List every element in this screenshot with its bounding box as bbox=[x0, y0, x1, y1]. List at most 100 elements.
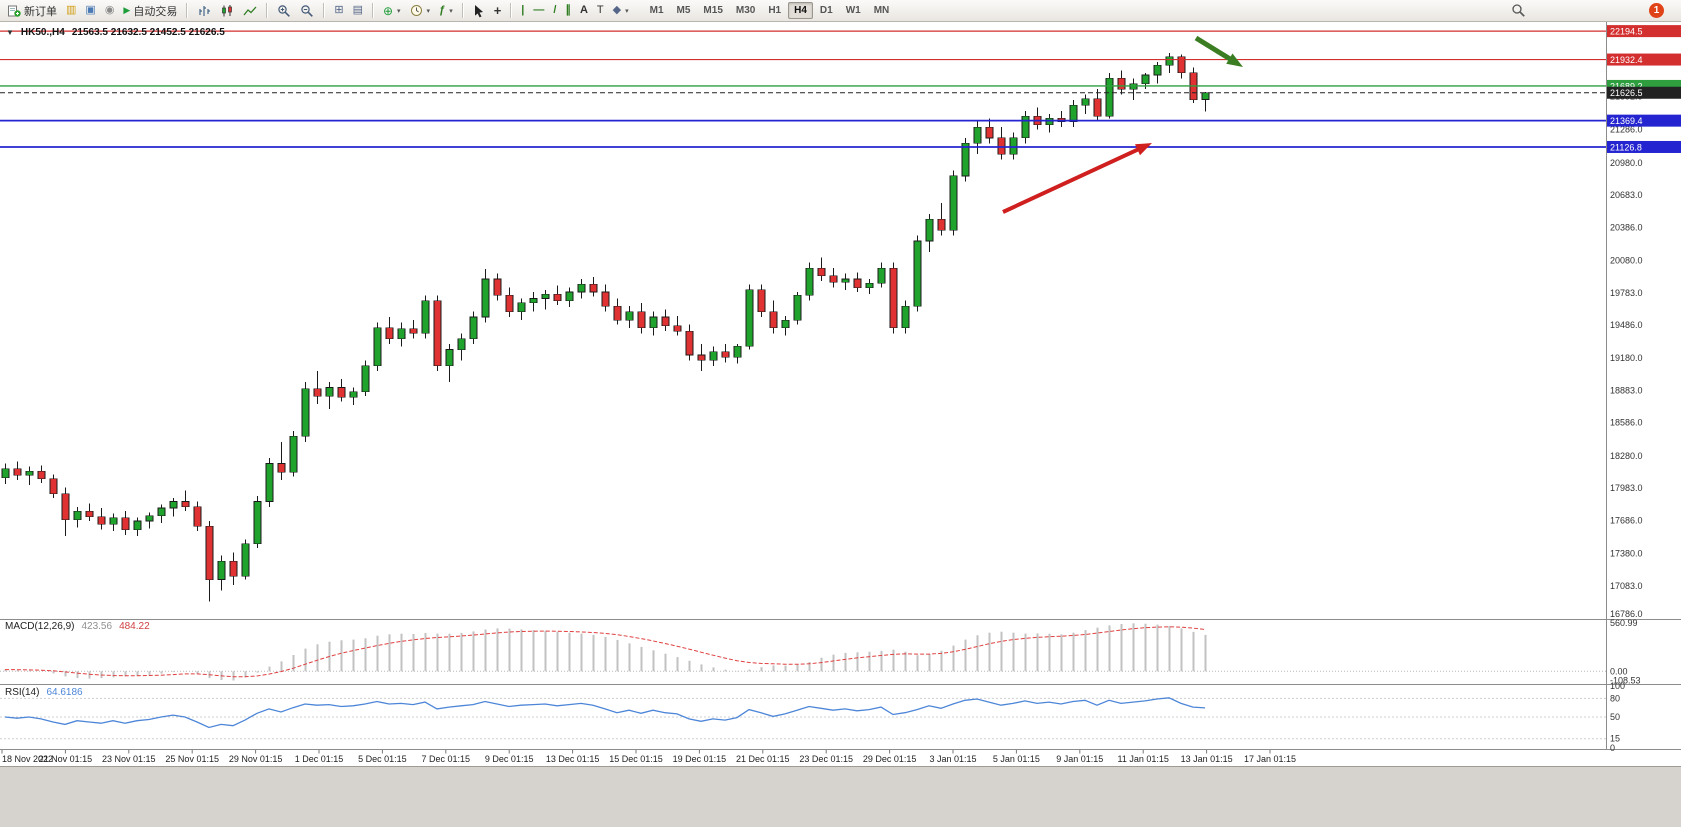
clock-icon bbox=[410, 4, 423, 17]
candlestick-chart-button[interactable] bbox=[216, 1, 238, 20]
search-icon bbox=[1511, 3, 1526, 18]
macd-pane: 560.99 0.00-108.53 bbox=[0, 618, 1641, 686]
svg-text:0.00: 0.00 bbox=[1610, 666, 1628, 676]
svg-text:80: 80 bbox=[1610, 693, 1620, 703]
people-icon: ▣ bbox=[85, 4, 96, 16]
svg-text:11 Jan 01:15: 11 Jan 01:15 bbox=[1118, 754, 1169, 764]
chart-area: 21592.021286.020980.020683.020386.020080… bbox=[0, 22, 1681, 766]
rsi-value: 64.6186 bbox=[46, 687, 83, 698]
toolbar-separator bbox=[461, 3, 464, 18]
timeframe-h4-button[interactable]: H4 bbox=[788, 2, 813, 19]
svg-text:3 Jan 01:15: 3 Jan 01:15 bbox=[929, 754, 976, 764]
svg-text:18883.0: 18883.0 bbox=[1610, 385, 1643, 395]
cascade-windows-icon: ▤ bbox=[352, 4, 363, 16]
timeframe-w1-button[interactable]: W1 bbox=[840, 2, 867, 19]
svg-text:23 Nov 01:15: 23 Nov 01:15 bbox=[102, 754, 156, 764]
svg-text:0: 0 bbox=[1610, 743, 1615, 753]
community-button[interactable]: ◉ bbox=[101, 1, 119, 20]
svg-text:20683.0: 20683.0 bbox=[1610, 190, 1643, 200]
zoom-in-button[interactable] bbox=[273, 1, 295, 20]
text-icon: A bbox=[579, 4, 588, 16]
trendline-button[interactable]: / bbox=[549, 1, 560, 20]
timeframe-m5-button[interactable]: M5 bbox=[671, 2, 697, 19]
chevron-down-icon: ▾ bbox=[426, 7, 431, 15]
book-icon: ▥ bbox=[66, 4, 77, 16]
macd-main-value: 423.56 bbox=[81, 621, 113, 632]
symbol-period-label: HK50.,H4 bbox=[20, 27, 65, 38]
label-icon: T bbox=[596, 4, 604, 16]
toolbar-separator bbox=[186, 3, 189, 18]
cursor-button[interactable] bbox=[469, 1, 489, 20]
svg-text:22194.5: 22194.5 bbox=[1610, 27, 1643, 37]
timeframe-m15-button[interactable]: M15 bbox=[697, 2, 728, 19]
svg-text:7 Dec 01:15: 7 Dec 01:15 bbox=[422, 754, 471, 764]
cursor-icon bbox=[473, 4, 485, 18]
autotrading-button[interactable]: ▶ 自动交易 bbox=[119, 1, 181, 20]
annotations bbox=[1002, 35, 1243, 214]
zoom-out-icon bbox=[300, 4, 314, 18]
zoom-out-button[interactable] bbox=[296, 1, 318, 20]
bar-chart-button[interactable] bbox=[193, 1, 215, 20]
tile-windows-icon: ⊞ bbox=[334, 4, 344, 16]
new-order-button[interactable]: 新订单 bbox=[3, 1, 61, 20]
chart-title: ▼ HK50.,H4 21563.5 21632.5 21452.5 21626… bbox=[6, 27, 225, 38]
svg-text:13 Dec 01:15: 13 Dec 01:15 bbox=[546, 754, 600, 764]
svg-text:50: 50 bbox=[1610, 712, 1620, 722]
svg-text:13 Jan 01:15: 13 Jan 01:15 bbox=[1181, 754, 1233, 764]
timeframe-m1-button[interactable]: M1 bbox=[644, 2, 670, 19]
label-tool-button[interactable]: T bbox=[593, 1, 608, 20]
plus-chart-icon: ⊕ bbox=[382, 3, 394, 18]
search-button[interactable] bbox=[1507, 1, 1530, 20]
svg-text:5 Dec 01:15: 5 Dec 01:15 bbox=[358, 754, 407, 764]
line-chart-button[interactable] bbox=[239, 1, 261, 20]
play-icon: ▶ bbox=[123, 5, 131, 15]
macd-signal-value: 484.22 bbox=[119, 621, 150, 632]
svg-text:15 Dec 01:15: 15 Dec 01:15 bbox=[609, 754, 663, 764]
crosshair-button[interactable]: + bbox=[490, 1, 506, 20]
collapse-triangle-icon[interactable]: ▼ bbox=[6, 28, 14, 37]
shapes-button[interactable]: ◆ ▾ bbox=[609, 1, 633, 20]
svg-text:21932.4: 21932.4 bbox=[1610, 55, 1643, 65]
svg-text:560.99: 560.99 bbox=[1610, 618, 1638, 628]
new-chart-button[interactable]: ⊕ ▾ bbox=[379, 1, 405, 20]
svg-text:19486.0: 19486.0 bbox=[1610, 320, 1643, 330]
timeframe-d1-button[interactable]: D1 bbox=[814, 2, 839, 19]
svg-text:9 Jan 01:15: 9 Jan 01:15 bbox=[1056, 754, 1103, 764]
vertical-line-button[interactable]: | bbox=[517, 1, 528, 20]
svg-text:23 Dec 01:15: 23 Dec 01:15 bbox=[799, 754, 853, 764]
new-order-label: 新订单 bbox=[24, 5, 57, 18]
candles bbox=[1, 52, 1210, 602]
toolbar-separator bbox=[266, 3, 269, 18]
svg-text:20386.0: 20386.0 bbox=[1610, 222, 1643, 232]
channel-button[interactable]: ∥ bbox=[561, 1, 575, 20]
svg-text:21369.4: 21369.4 bbox=[1610, 116, 1643, 126]
toolbar: 新订单 ▥ ▣ ◉ ▶ 自动交易 ⊞ ▤ ⊕ ▾ ▾ ƒ ▾ + | — / ∥ A… bbox=[0, 0, 1681, 22]
timeframe-m30-button[interactable]: M30 bbox=[730, 2, 761, 19]
line-chart-icon bbox=[243, 4, 257, 18]
chevron-down-icon: ▾ bbox=[625, 7, 629, 15]
text-tool-button[interactable]: A bbox=[576, 1, 592, 20]
svg-text:17380.0: 17380.0 bbox=[1610, 549, 1643, 559]
svg-text:21 Nov 01:15: 21 Nov 01:15 bbox=[39, 754, 93, 764]
rsi-pane: 100 80 50 150 bbox=[0, 681, 1625, 753]
shapes-icon: ◆ bbox=[612, 4, 622, 16]
svg-text:18586.0: 18586.0 bbox=[1610, 418, 1643, 428]
status-area bbox=[0, 766, 1681, 827]
ohlc-values: 21563.5 21632.5 21452.5 21626.5 bbox=[71, 27, 225, 38]
candlestick-icon bbox=[220, 4, 234, 18]
notification-badge[interactable]: 1 bbox=[1649, 3, 1664, 18]
svg-text:18280.0: 18280.0 bbox=[1610, 451, 1643, 461]
tile-windows-button[interactable]: ⊞ bbox=[330, 1, 347, 20]
svg-text:19180.0: 19180.0 bbox=[1610, 353, 1643, 363]
timeframe-mn-button[interactable]: MN bbox=[868, 2, 896, 19]
contacts-button[interactable]: ▣ bbox=[81, 1, 99, 20]
indicators-button[interactable]: ƒ ▾ bbox=[435, 1, 457, 20]
market-depth-button[interactable]: ▥ bbox=[62, 1, 80, 20]
svg-text:20080.0: 20080.0 bbox=[1610, 256, 1643, 266]
horizontal-line-button[interactable]: — bbox=[529, 1, 548, 20]
period-button[interactable]: ▾ bbox=[406, 1, 435, 20]
arrange-windows-button[interactable]: ▤ bbox=[349, 1, 367, 20]
candlestick-chart[interactable]: 21592.021286.020980.020683.020386.020080… bbox=[0, 22, 1681, 766]
timeframe-h1-button[interactable]: H1 bbox=[762, 2, 787, 19]
